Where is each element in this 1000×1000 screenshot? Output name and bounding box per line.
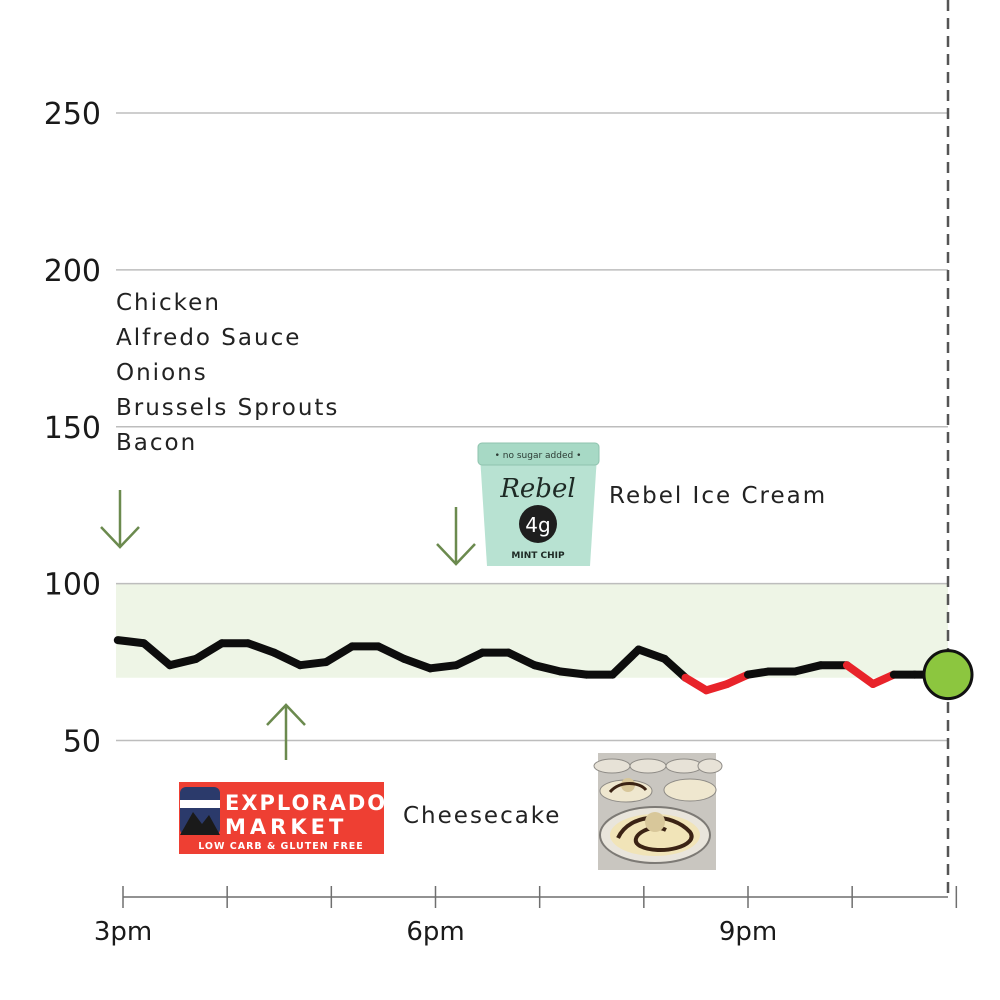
x-tick-label: 6pm (406, 917, 464, 947)
arrow-down-icon (100, 490, 140, 549)
series-segment (452, 648, 487, 670)
current-value-marker (922, 649, 974, 701)
ice-cream-label: Rebel Ice Cream (609, 483, 827, 509)
x-axis: 3pm 6pm 9pm (94, 886, 958, 947)
y-tick-label: 150 (44, 411, 101, 446)
series-segment (842, 661, 877, 689)
y-tick-label: 100 (44, 568, 101, 603)
svg-text:Rebel: Rebel (499, 474, 575, 504)
series-segment (530, 661, 565, 676)
logo-line2: MARKET (225, 815, 347, 839)
glucose-series (113, 636, 961, 695)
gridlines (116, 112, 948, 742)
series-segment (426, 661, 461, 673)
logo-tagline: LOW CARB & GLUTEN FREE (198, 841, 364, 852)
cheesecake-photo-image (593, 753, 723, 870)
series-segment (374, 642, 409, 663)
series-segment (608, 645, 643, 679)
series-segment (634, 645, 669, 663)
y-axis: 50 100 150 200 250 (44, 97, 101, 760)
series-segment (556, 667, 591, 679)
series-segment (660, 654, 690, 682)
cheesecake-annotation: EXPLORADO MARKET LOW CARB & GLUTEN FREE … (179, 703, 723, 870)
series-segment (113, 636, 148, 648)
svg-text:• no sugar added •: • no sugar added • (495, 451, 582, 461)
cheesecake-label: Cheesecake (403, 803, 561, 829)
y-tick-label: 50 (63, 725, 101, 760)
meal-item: Bacon (116, 430, 197, 456)
meal-item: Alfredo Sauce (116, 325, 301, 351)
x-tick-label: 9pm (719, 917, 777, 947)
meal-item: Chicken (116, 290, 221, 316)
explorado-market-logo: EXPLORADO MARKET LOW CARB & GLUTEN FREE (179, 782, 387, 854)
y-tick-label: 200 (44, 254, 101, 289)
series-segment (191, 639, 226, 663)
logo-line1: EXPLORADO (225, 791, 387, 815)
series-segment (270, 648, 305, 670)
series-segment (322, 642, 357, 667)
series-segment (400, 654, 435, 673)
arrow-down-icon (436, 507, 476, 566)
ice-cream-annotation: • no sugar added • Rebel 4g MINT CHIP Re… (436, 442, 827, 566)
meal-item: Brussels Sprouts (116, 395, 339, 421)
series-segment (681, 673, 711, 695)
series-segment (790, 661, 825, 676)
series-segment (504, 648, 539, 670)
svg-text:4g: 4g (525, 513, 550, 537)
ice-cream-pint-image: • no sugar added • Rebel 4g MINT CHIP (477, 442, 600, 566)
series-segment (296, 658, 331, 670)
meal-item: Onions (116, 360, 208, 386)
series-segment (139, 639, 174, 670)
y-tick-label: 250 (44, 97, 101, 132)
series-segment (244, 639, 279, 657)
x-tick-label: 3pm (94, 917, 152, 947)
series-segment (165, 654, 200, 670)
arrow-up-icon (266, 703, 306, 760)
svg-text:MINT CHIP: MINT CHIP (511, 551, 565, 561)
meal-annotation: Chicken Alfredo Sauce Onions Brussels Sp… (100, 290, 339, 549)
